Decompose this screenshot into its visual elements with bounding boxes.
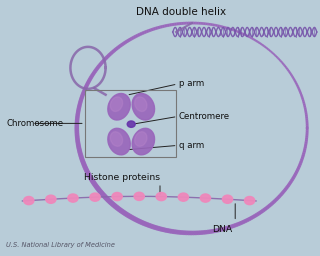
- Circle shape: [112, 193, 122, 201]
- Text: DNA: DNA: [212, 225, 233, 234]
- Ellipse shape: [135, 132, 147, 146]
- Bar: [85, 90, 176, 157]
- Text: p arm: p arm: [179, 79, 204, 89]
- Circle shape: [134, 192, 144, 200]
- Text: Chromosome: Chromosome: [6, 119, 64, 128]
- Text: U.S. National Library of Medicine: U.S. National Library of Medicine: [6, 242, 116, 248]
- Ellipse shape: [108, 128, 130, 155]
- Ellipse shape: [127, 121, 135, 127]
- Circle shape: [24, 196, 34, 205]
- Circle shape: [46, 195, 56, 203]
- Circle shape: [200, 194, 211, 202]
- Circle shape: [68, 194, 78, 202]
- Circle shape: [244, 196, 255, 205]
- Text: q arm: q arm: [179, 141, 204, 150]
- Circle shape: [178, 193, 188, 201]
- Text: Centromere: Centromere: [179, 112, 230, 121]
- Ellipse shape: [132, 128, 155, 155]
- Circle shape: [156, 193, 166, 201]
- Ellipse shape: [132, 93, 155, 120]
- Ellipse shape: [110, 132, 123, 146]
- Text: DNA double helix: DNA double helix: [136, 7, 226, 17]
- Circle shape: [222, 195, 233, 203]
- Circle shape: [90, 193, 100, 201]
- Ellipse shape: [108, 93, 130, 120]
- Text: Histone proteins: Histone proteins: [84, 173, 160, 183]
- Ellipse shape: [110, 97, 123, 112]
- Ellipse shape: [135, 97, 147, 112]
